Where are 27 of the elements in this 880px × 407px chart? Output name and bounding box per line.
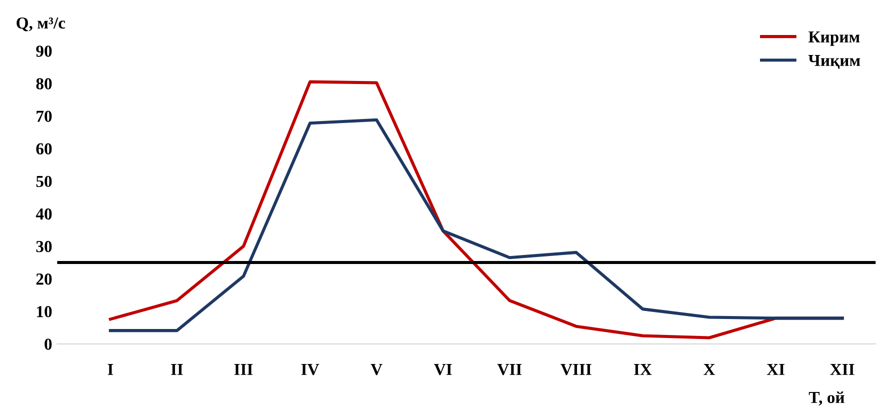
legend-label: Чиқим — [808, 55, 860, 69]
x-tick-label: IX — [634, 364, 652, 375]
x-tick-label: VIII — [560, 364, 592, 376]
x-tick-label: II — [171, 364, 183, 375]
x-tick-label: I — [108, 364, 114, 375]
x-tick-label: VII — [497, 364, 522, 376]
x-tick-label: V — [370, 364, 382, 376]
y-tick-label: 20 — [36, 273, 52, 285]
y-tick-label: 30 — [36, 240, 52, 252]
y-tick-label: 50 — [36, 176, 52, 188]
y-tick-label: 70 — [36, 110, 52, 122]
x-axis-title: T, ой — [808, 391, 844, 406]
y-tick-label: 40 — [36, 208, 52, 220]
x-tick-label: IV — [301, 364, 320, 376]
x-tick-label: III — [234, 364, 253, 375]
y-tick-label: 60 — [36, 143, 52, 154]
y-tick-label: 0 — [44, 338, 52, 350]
x-tick-label: XI — [766, 364, 784, 375]
y-tick-label: 80 — [36, 78, 52, 90]
legend-label: Кирим — [808, 31, 860, 46]
y-axis-title: Q, м³/с — [16, 17, 66, 32]
x-tick-label: VI — [434, 364, 452, 376]
x-tick-label: XII — [830, 364, 854, 375]
y-tick-label: 90 — [36, 46, 52, 57]
y-tick-label: 10 — [37, 306, 52, 318]
line-series — [108, 118, 844, 332]
x-tick-label: X — [704, 364, 716, 375]
